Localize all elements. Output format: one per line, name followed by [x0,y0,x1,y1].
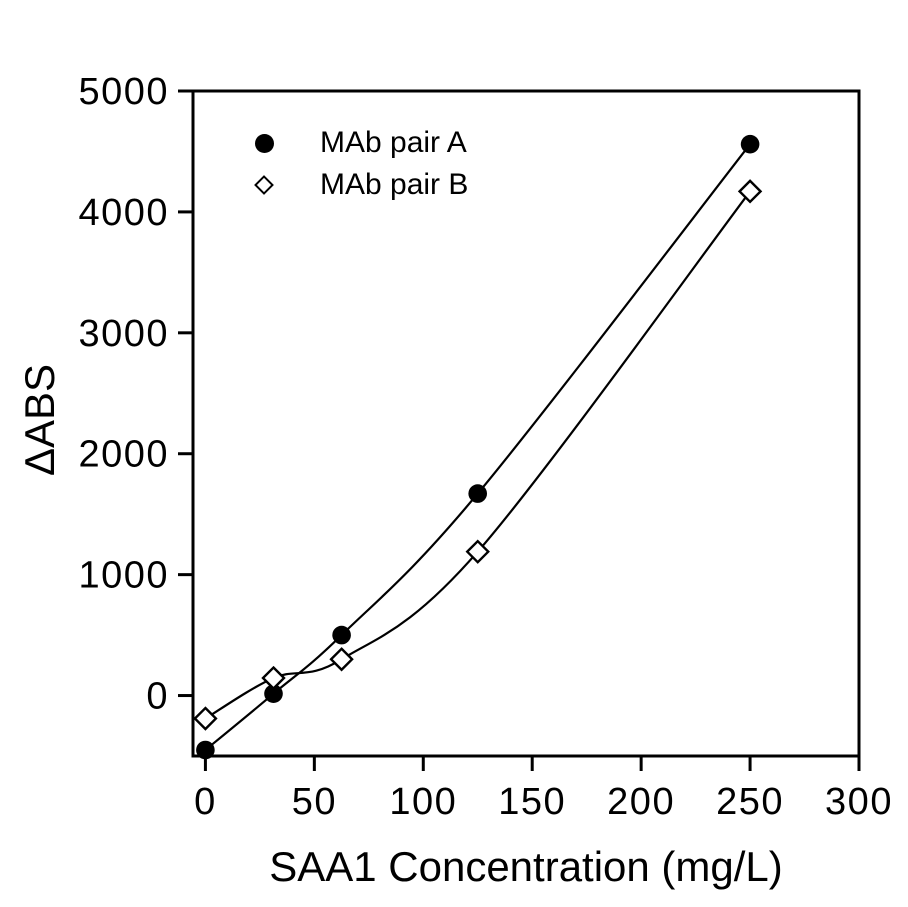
x-tick-label: 300 [825,781,893,823]
legend: MAb pair A MAb pair B [243,122,468,206]
y-tick-label: 2000 [78,434,169,476]
data-point-open-diamond [193,706,218,731]
data-point-open-diamond [329,647,354,672]
data-point-filled-circle [468,484,488,503]
legend-item-a: MAb pair A [243,122,468,164]
data-point-open-diamond [465,539,490,564]
y-tick-label: 0 [146,676,169,718]
legend-marker-cell [243,175,285,195]
data-point-filled-circle [264,684,283,703]
plot-frame [191,89,861,758]
x-tick-label: 100 [389,781,457,823]
legend-label-b: MAb pair B [320,168,469,201]
y-axis-title: ΔABS [16,363,63,477]
x-tick-label: 0 [194,781,217,823]
y-tick-label: 4000 [78,192,169,234]
data-point-filled-circle [740,134,760,154]
y-tick-label: 3000 [78,313,169,355]
data-point-filled-circle [332,625,351,645]
legend-item-b: MAb pair B [243,164,468,206]
filled-circle-icon [254,133,274,153]
x-tick-label: 50 [292,781,337,823]
x-tick-label: 200 [607,781,675,823]
y-tick-label: 5000 [78,71,169,113]
legend-marker-cell [243,133,285,153]
legend-label-a: MAb pair A [320,126,467,159]
x-axis-title: SAA1 Concentration (mg/L) [269,843,783,890]
x-tick-label: 250 [716,781,784,823]
open-diamond-icon [254,175,274,195]
data-point-open-diamond [261,665,286,691]
data-point-open-diamond [737,179,763,204]
data-point-filled-circle [196,740,215,760]
series-curve-b [204,190,751,720]
series-curve-a [204,143,751,751]
x-tick-label: 150 [498,781,566,823]
y-tick-label: 1000 [78,555,169,597]
